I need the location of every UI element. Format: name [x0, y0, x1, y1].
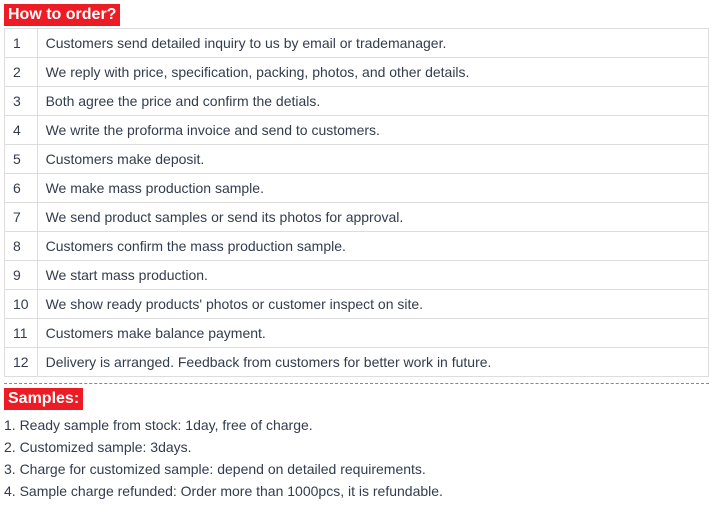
table-row: 11Customers make balance payment. — [5, 319, 709, 348]
step-text: Customers make deposit. — [37, 145, 708, 174]
table-row: 6We make mass production sample. — [5, 174, 709, 203]
table-row: 4We write the proforma invoice and send … — [5, 116, 709, 145]
step-number: 4 — [5, 116, 38, 145]
how-to-order-section: How to order? 1Customers send detailed i… — [4, 4, 709, 377]
step-text: We reply with price, specification, pack… — [37, 58, 708, 87]
step-text: We start mass production. — [37, 261, 708, 290]
step-text: We send product samples or send its phot… — [37, 203, 708, 232]
samples-title: Samples: — [4, 388, 83, 410]
table-row: 8Customers confirm the mass production s… — [5, 232, 709, 261]
table-row: 1Customers send detailed inquiry to us b… — [5, 29, 709, 58]
step-number: 6 — [5, 174, 38, 203]
samples-section: Samples: 1. Ready sample from stock: 1da… — [4, 388, 709, 502]
how-to-order-title: How to order? — [4, 4, 120, 26]
list-item: 3. Charge for customized sample: depend … — [4, 458, 709, 480]
table-row: 3Both agree the price and confirm the de… — [5, 87, 709, 116]
list-item: 2. Customized sample: 3days. — [4, 436, 709, 458]
step-number: 8 — [5, 232, 38, 261]
step-text: Both agree the price and confirm the det… — [37, 87, 708, 116]
step-number: 3 — [5, 87, 38, 116]
step-text: We make mass production sample. — [37, 174, 708, 203]
step-text: We write the proforma invoice and send t… — [37, 116, 708, 145]
step-text: Delivery is arranged. Feedback from cust… — [37, 348, 708, 377]
list-item: 1. Ready sample from stock: 1day, free o… — [4, 414, 709, 436]
step-text: Customers send detailed inquiry to us by… — [37, 29, 708, 58]
table-row: 9We start mass production. — [5, 261, 709, 290]
step-number: 11 — [5, 319, 38, 348]
list-item: 4. Sample charge refunded: Order more th… — [4, 480, 709, 502]
step-number: 5 — [5, 145, 38, 174]
step-number: 2 — [5, 58, 38, 87]
section-divider — [4, 383, 709, 384]
step-number: 12 — [5, 348, 38, 377]
step-text: Customers make balance payment. — [37, 319, 708, 348]
step-number: 7 — [5, 203, 38, 232]
table-row: 5Customers make deposit. — [5, 145, 709, 174]
table-row: 10We show ready products' photos or cust… — [5, 290, 709, 319]
steps-table-body: 1Customers send detailed inquiry to us b… — [5, 29, 709, 377]
table-row: 12Delivery is arranged. Feedback from cu… — [5, 348, 709, 377]
steps-table: 1Customers send detailed inquiry to us b… — [4, 28, 709, 377]
step-text: Customers confirm the mass production sa… — [37, 232, 708, 261]
table-row: 2We reply with price, specification, pac… — [5, 58, 709, 87]
samples-list: 1. Ready sample from stock: 1day, free o… — [4, 414, 709, 502]
table-row: 7We send product samples or send its pho… — [5, 203, 709, 232]
step-number: 10 — [5, 290, 38, 319]
step-number: 1 — [5, 29, 38, 58]
step-text: We show ready products' photos or custom… — [37, 290, 708, 319]
step-number: 9 — [5, 261, 38, 290]
